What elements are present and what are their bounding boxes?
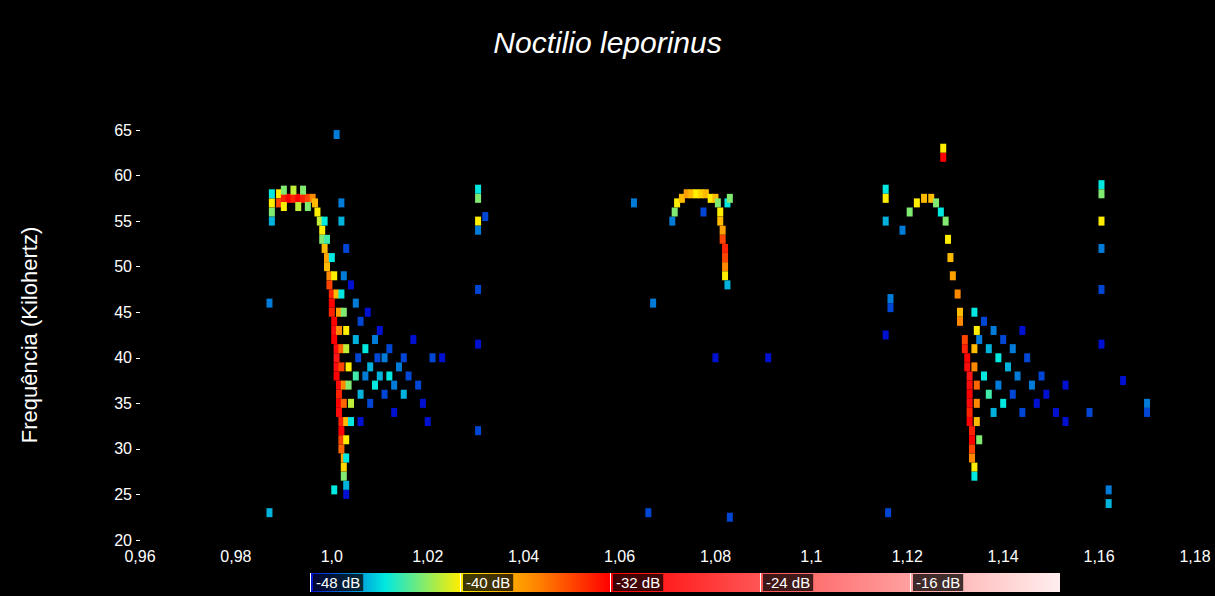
svg-text:20: 20: [114, 532, 132, 549]
svg-text:1,1: 1,1: [800, 548, 822, 565]
svg-text:1,06: 1,06: [604, 548, 635, 565]
svg-text:1,08: 1,08: [700, 548, 731, 565]
svg-text:1,16: 1,16: [1084, 548, 1115, 565]
svg-text:1,14: 1,14: [988, 548, 1019, 565]
svg-text:1,02: 1,02: [412, 548, 443, 565]
svg-text:65: 65: [114, 122, 132, 139]
svg-text:1,0: 1,0: [321, 548, 343, 565]
svg-text:35: 35: [114, 395, 132, 412]
svg-text:-48 dB: -48 dB: [316, 574, 360, 591]
svg-text:0,96: 0,96: [124, 548, 155, 565]
svg-text:30: 30: [114, 440, 132, 457]
svg-text:1,12: 1,12: [892, 548, 923, 565]
svg-text:60: 60: [114, 167, 132, 184]
svg-text:1,18: 1,18: [1179, 548, 1210, 565]
svg-text:55: 55: [114, 213, 132, 230]
svg-text:-40 dB: -40 dB: [466, 574, 510, 591]
svg-text:40: 40: [114, 349, 132, 366]
svg-text:45: 45: [114, 304, 132, 321]
svg-text:-16 dB: -16 dB: [916, 574, 960, 591]
svg-text:25: 25: [114, 486, 132, 503]
svg-text:-32 dB: -32 dB: [616, 574, 660, 591]
svg-text:0,98: 0,98: [220, 548, 251, 565]
svg-text:-24 dB: -24 dB: [766, 574, 810, 591]
svg-text:Noctilio leporinus: Noctilio leporinus: [493, 26, 721, 59]
svg-text:Frequência (Kilohertz): Frequência (Kilohertz): [17, 227, 42, 443]
svg-text:1,04: 1,04: [508, 548, 539, 565]
svg-text:50: 50: [114, 258, 132, 275]
